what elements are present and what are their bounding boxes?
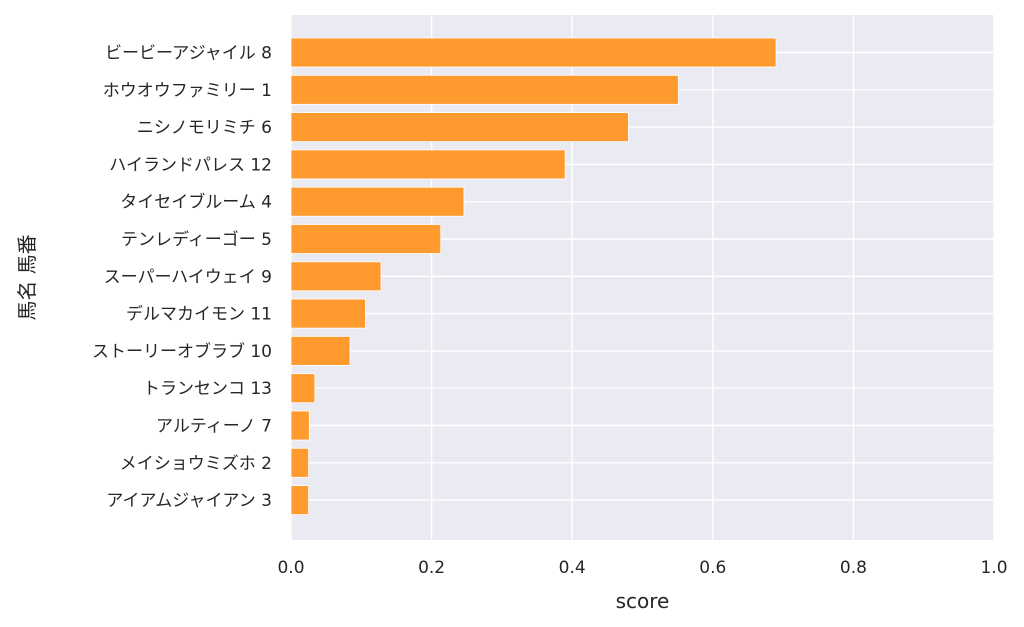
bar — [290, 447, 309, 478]
y-tick-label: デルマカイモン 11 — [126, 304, 272, 325]
x-tick-label: 0.2 — [418, 558, 445, 578]
y-tick-labels: ビービーアジャイル 8 ホウオウファミリー 1 ニシノモリミチ 6 ハイランドパレス … — [92, 44, 272, 512]
x-tick-label: 0.0 — [277, 558, 304, 578]
y-tick-label: アルティーノ 7 — [156, 417, 272, 437]
y-tick-label: メイショウミズホ 2 — [120, 454, 272, 474]
bar — [290, 37, 777, 68]
y-tick-label: タイセイブルーム 4 — [120, 192, 272, 213]
bar — [290, 410, 310, 441]
bar — [290, 261, 382, 292]
y-tick-label: ハイランドパレス 12 — [109, 155, 272, 175]
bar — [290, 186, 465, 217]
y-tick-label: トランセンコ 13 — [143, 379, 272, 399]
bar — [290, 335, 351, 366]
bar — [290, 112, 629, 142]
x-tick-label: 0.8 — [840, 558, 867, 578]
y-tick-label: ホウオウファミリー 1 — [103, 81, 272, 101]
bars — [290, 37, 777, 516]
x-axis-label: score — [616, 589, 670, 613]
y-tick-label: ニシノモリミチ 6 — [137, 118, 272, 138]
x-tick-label: 0.4 — [559, 558, 586, 578]
bar — [290, 149, 566, 180]
x-tick-label: 0.6 — [699, 558, 726, 578]
bar — [290, 485, 309, 516]
bar — [290, 74, 679, 105]
y-tick-label: スーパーハイウェイ 9 — [104, 267, 272, 287]
y-axis-label: 馬名 馬番 — [15, 234, 39, 320]
bar — [290, 373, 316, 404]
y-tick-label: ビービーアジャイル 8 — [105, 44, 272, 64]
y-tick-label: アイアムジャイアン 3 — [106, 491, 272, 511]
y-tick-label: ストーリーオブラブ 10 — [92, 341, 272, 362]
bar — [290, 224, 442, 254]
x-tick-label: 1.0 — [980, 558, 1007, 578]
bar — [290, 298, 366, 329]
x-tick-labels: 0.0 0.2 0.4 0.6 0.8 1.0 — [277, 558, 1007, 578]
y-tick-label: テンレディーゴー 5 — [121, 229, 272, 250]
